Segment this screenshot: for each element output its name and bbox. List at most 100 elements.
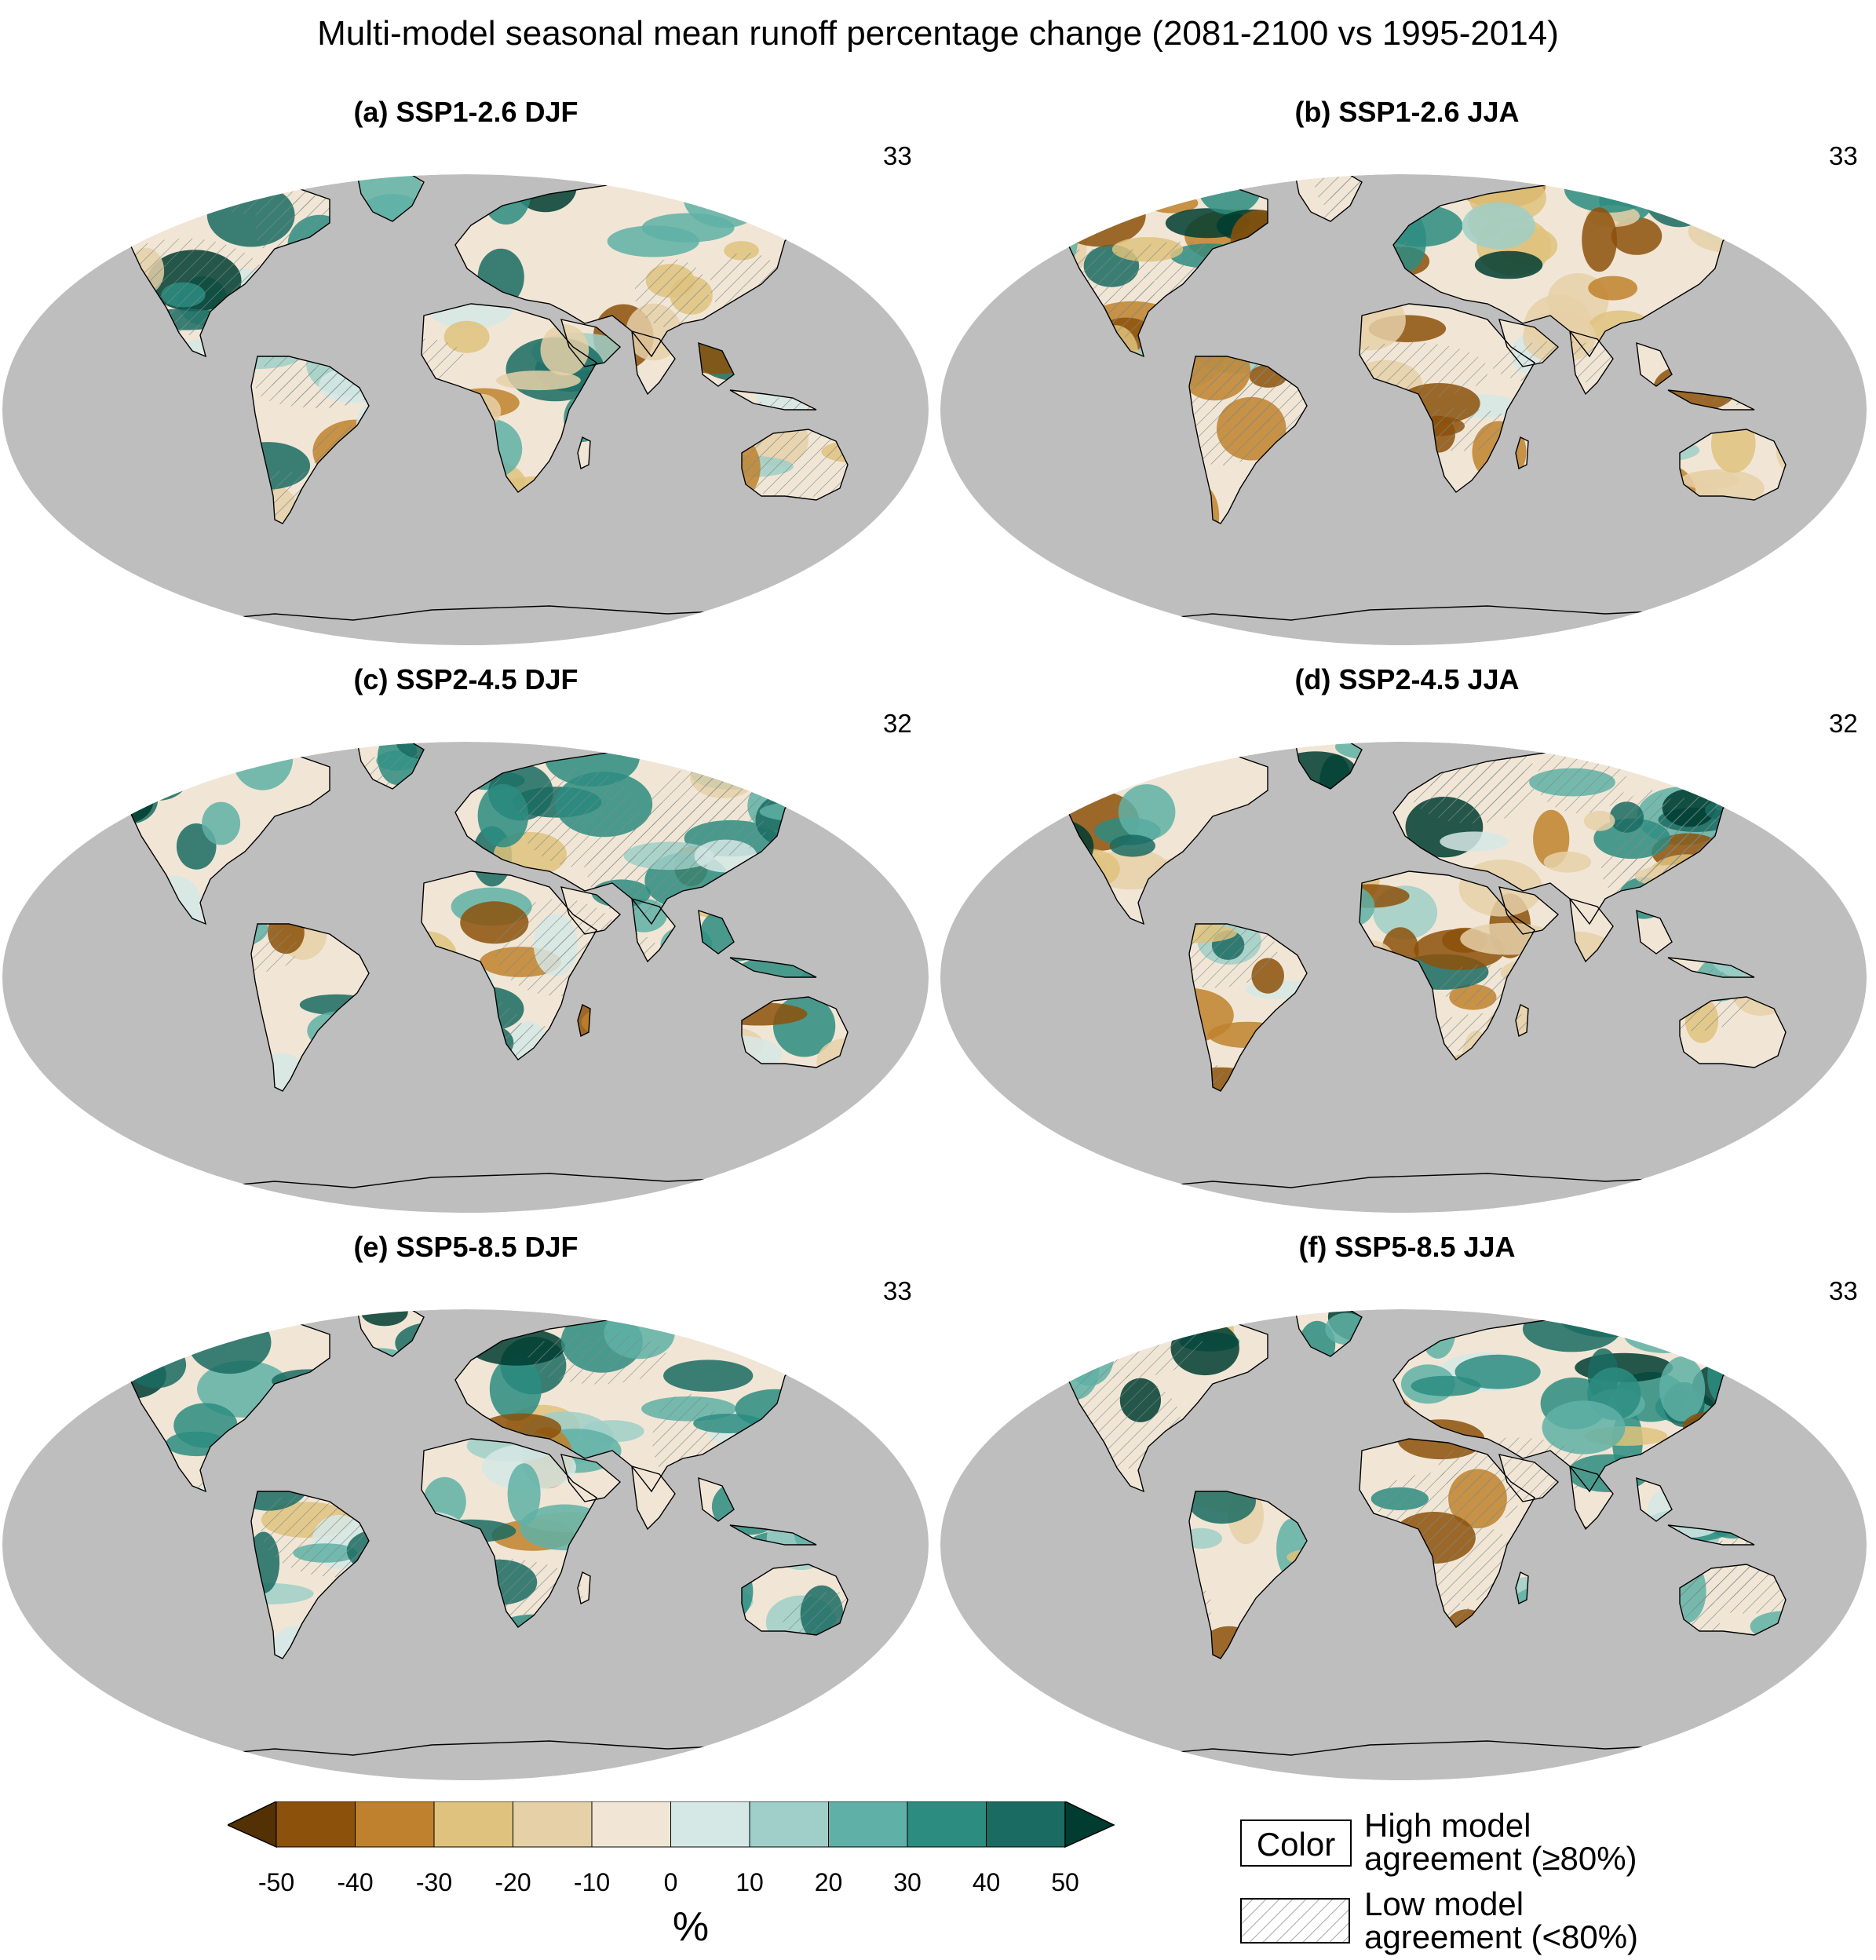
runoff-patch <box>1118 784 1176 841</box>
coastline-greenland <box>356 742 425 790</box>
coastline-arabia <box>560 886 622 935</box>
coastline-arabia <box>1498 319 1560 367</box>
coastline-arabia <box>560 1454 622 1502</box>
panel-title: (f) SSP5-8.5 JJA <box>1298 1231 1516 1263</box>
coastline-antarctica <box>186 605 787 645</box>
runoff-patch <box>1637 742 1667 772</box>
runoff-patch <box>1543 851 1592 873</box>
coastline-australia <box>741 996 849 1068</box>
low-agreement-hatch <box>783 742 847 790</box>
runoff-patch <box>761 742 813 783</box>
low-agreement-hatch <box>634 258 709 328</box>
legend-color-text: Color <box>1256 1826 1336 1863</box>
coastline-north-america <box>1055 749 1268 925</box>
coastline-greenland <box>1294 1309 1363 1357</box>
colorbar-tick-label: 0 <box>663 1868 678 1896</box>
colorbar-segment <box>670 1801 750 1848</box>
coastline-se-asia <box>698 1476 735 1522</box>
coastline-africa <box>421 1438 597 1628</box>
coastline-india <box>631 1465 676 1531</box>
landmass-se-asia <box>1637 911 1672 954</box>
colorbar-segment <box>986 1801 1066 1848</box>
coastline-se-asia <box>1636 341 1673 387</box>
model-count: 33 <box>883 1276 912 1305</box>
runoff-patch <box>1583 810 1615 831</box>
runoff-patch <box>477 783 529 848</box>
coastline-india <box>1569 330 1614 396</box>
coastline-antarctica <box>1124 605 1725 645</box>
runoff-patch <box>1474 250 1543 279</box>
colorbar-tick-label: 20 <box>814 1868 843 1896</box>
panel-title: (a) SSP1-2.6 DJF <box>353 96 578 128</box>
runoff-patch <box>1462 202 1535 250</box>
world-map <box>940 742 1867 1213</box>
coastline-australia <box>1679 996 1787 1068</box>
coastline-india <box>1569 898 1614 963</box>
coastline-north-america <box>117 181 330 358</box>
colorbar-segment <box>907 1801 987 1848</box>
runoff-patch <box>202 801 241 845</box>
colorbar-segment <box>828 1801 908 1848</box>
low-agreement-hatch <box>782 1592 848 1643</box>
colorbar-tick-label: 50 <box>1051 1868 1079 1896</box>
colorbar-tick-label: 10 <box>735 1868 764 1896</box>
coastline-se-asia <box>698 341 735 387</box>
coastline-south-america <box>1188 1491 1308 1659</box>
colorbar-segment <box>513 1801 593 1848</box>
coastline-south-america <box>1188 356 1308 524</box>
coastline-africa <box>421 303 597 493</box>
coastline-se-asia <box>1636 1476 1673 1522</box>
runoff-patch <box>1440 831 1509 852</box>
colorbar-tick-label: -20 <box>495 1868 531 1896</box>
runoff-patch <box>641 213 735 243</box>
map-panel-b: (b) SSP1-2.6 JJA 33 <box>938 96 1876 661</box>
coastline-se-asia <box>698 909 735 954</box>
coastline-australia <box>741 429 849 501</box>
runoff-patch <box>1765 195 1786 232</box>
runoff-patch <box>1644 174 1714 228</box>
coastline-australia <box>741 1564 849 1636</box>
model-count: 33 <box>1829 141 1858 170</box>
runoff-patch <box>1542 1400 1626 1454</box>
coastline-south-america <box>250 923 370 1092</box>
colorbar-max-arrow <box>1064 1801 1115 1849</box>
coastline-indonesia <box>1667 389 1755 411</box>
coastline-greenland <box>356 174 425 222</box>
coastline-greenland <box>356 1309 425 1357</box>
runoff-patch <box>129 757 188 801</box>
runoff-patch <box>793 1309 848 1365</box>
coastline-north-america <box>117 1316 330 1493</box>
coastline-indonesia <box>1667 1524 1755 1546</box>
landmass-india <box>632 1466 675 1529</box>
runoff-patch <box>1059 753 1119 783</box>
coastline-indonesia <box>729 957 817 978</box>
coastline-india <box>631 898 676 963</box>
coastline-africa <box>1359 1438 1535 1628</box>
map-panel-f: (f) SSP5-8.5 JJA 33 <box>938 1231 1876 1796</box>
runoff-patch <box>1056 199 1086 245</box>
coastline-antarctica <box>186 1740 787 1780</box>
runoff-patch <box>1681 470 1739 490</box>
coastline-indonesia <box>729 389 817 411</box>
coastline-se-asia <box>1636 909 1673 954</box>
coastline-antarctica <box>1124 1173 1725 1213</box>
colorbar-unit: % <box>672 1904 710 1950</box>
coastline-madagascar <box>577 1571 591 1605</box>
coastline-antarctica <box>186 1173 787 1213</box>
low-agreement-hatch <box>519 768 640 867</box>
runoff-patch <box>443 320 490 353</box>
runoff-patch <box>769 192 848 219</box>
coastline-africa <box>421 871 597 1060</box>
colorbar-segment <box>749 1801 829 1848</box>
runoff-patch <box>126 1341 187 1389</box>
runoff-patch <box>1623 1315 1705 1353</box>
map-panel-e: (e) SSP5-8.5 DJF 33 <box>0 1231 938 1796</box>
runoff-patch <box>496 370 581 391</box>
low-agreement-hatch <box>527 1331 668 1385</box>
runoff-patch <box>540 324 589 376</box>
map-panel-c: (c) SSP2-4.5 DJF 32 <box>0 663 938 1228</box>
world-map <box>2 1309 929 1780</box>
low-agreement-hatch <box>696 742 787 812</box>
colorbar-tick-label: -10 <box>573 1868 611 1896</box>
runoff-patch <box>162 742 194 770</box>
